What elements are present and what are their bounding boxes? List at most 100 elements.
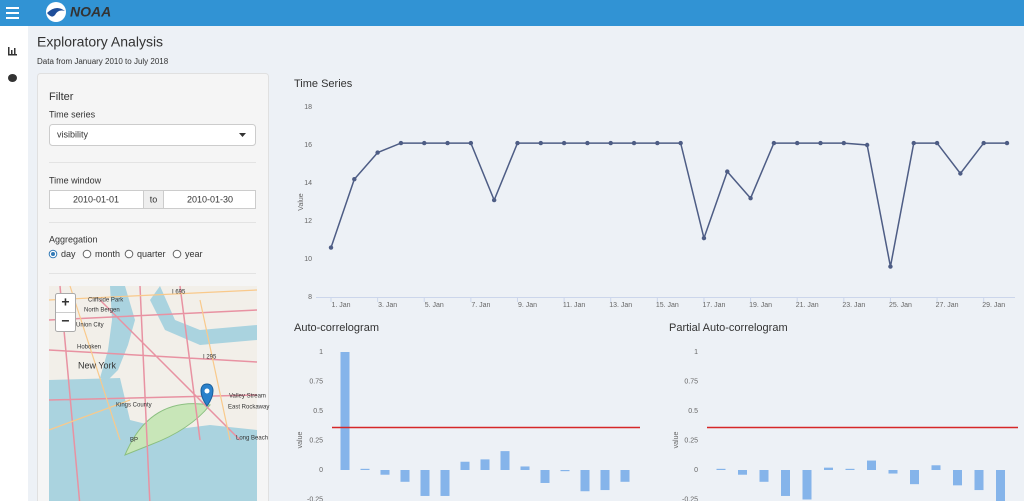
y-tick-label: 8 xyxy=(308,294,312,301)
point xyxy=(352,177,357,182)
y-tick-label: 0.25 xyxy=(309,437,323,444)
y-tick-label: -0.25 xyxy=(307,496,323,501)
bar xyxy=(759,470,769,482)
bar xyxy=(620,470,630,482)
bar xyxy=(340,352,350,470)
point xyxy=(981,140,986,146)
x-tick-label: 9. Jan xyxy=(518,302,537,309)
bar xyxy=(738,470,747,475)
y-tick-label: 1 xyxy=(694,349,698,356)
icon-part xyxy=(8,74,17,82)
radio-label: year xyxy=(185,249,203,259)
map-label: BP xyxy=(130,438,138,444)
bar xyxy=(845,468,855,470)
point xyxy=(911,140,916,146)
menu-line xyxy=(6,12,19,14)
radio-dot xyxy=(51,252,55,256)
date-end[interactable]: 2010-01-30 xyxy=(187,194,233,204)
bar xyxy=(540,470,550,483)
map-label: Long Beach xyxy=(236,436,268,442)
y-tick-label: 18 xyxy=(304,104,312,111)
map-label: Kings County xyxy=(116,403,152,409)
y-axis-label: Value xyxy=(298,193,305,210)
radio-circle xyxy=(82,249,92,259)
series-select[interactable]: visibility xyxy=(49,124,256,146)
map-river xyxy=(100,286,135,380)
point xyxy=(678,140,683,146)
logo-bird xyxy=(47,7,65,17)
point xyxy=(491,197,497,203)
y-tick-label: 0.5 xyxy=(313,408,323,415)
map-label: Hoboken xyxy=(77,345,101,351)
sidebar-brain-icon[interactable] xyxy=(8,74,17,82)
bar xyxy=(360,468,370,470)
zoom-out[interactable]: − xyxy=(61,313,69,329)
point xyxy=(888,264,893,269)
bar xyxy=(520,466,530,470)
zoom-in[interactable]: + xyxy=(61,294,69,310)
y-tick-label: 1 xyxy=(319,349,323,356)
date-start[interactable]: 2010-01-01 xyxy=(73,194,119,204)
sidebar xyxy=(0,26,28,501)
radio-label: day xyxy=(61,249,76,259)
radio-group: day month quarter year xyxy=(48,249,203,259)
point xyxy=(445,140,450,146)
point xyxy=(795,140,800,146)
bar xyxy=(600,470,610,491)
icon-part xyxy=(8,54,17,56)
radio-option[interactable]: month xyxy=(82,249,120,259)
map-park xyxy=(124,403,211,456)
bar xyxy=(500,451,510,470)
bar xyxy=(380,470,390,475)
point xyxy=(818,140,823,146)
chart-title: Partial Auto-correlogram xyxy=(669,322,788,334)
radio-label: quarter xyxy=(137,249,166,259)
y-tick-label: 0 xyxy=(319,467,323,474)
bar xyxy=(910,470,919,485)
map-label: North Bergen xyxy=(84,308,120,314)
y-tick-label: 0.75 xyxy=(309,378,323,385)
y-tick-label: 10 xyxy=(304,256,312,263)
select-caret xyxy=(239,133,246,137)
logo-text: NOAA xyxy=(70,4,111,20)
map-label: I 695 xyxy=(172,290,186,296)
bar xyxy=(802,470,812,500)
x-tick-label: 15. Jan xyxy=(656,302,679,309)
page-subtitle: Data from January 2010 to July 2018 xyxy=(37,57,169,66)
chart-title: Auto-correlogram xyxy=(294,322,379,334)
y-tick-label: 12 xyxy=(304,218,312,225)
menu-line xyxy=(6,7,19,9)
bar xyxy=(974,470,984,491)
field-label: Aggregation xyxy=(49,234,98,244)
point xyxy=(655,140,660,146)
y-tick-label: 16 xyxy=(304,142,312,149)
x-tick-label: 27. Jan xyxy=(936,302,959,309)
point xyxy=(934,140,940,146)
map-marker[interactable] xyxy=(200,383,214,407)
bar xyxy=(560,470,570,472)
point xyxy=(422,140,427,146)
point xyxy=(771,140,777,146)
y-tick-label: 0.5 xyxy=(688,408,698,415)
icon-part xyxy=(14,48,16,54)
bar xyxy=(580,470,590,492)
x-tick-label: 13. Jan xyxy=(609,302,632,309)
map-roads xyxy=(48,285,258,501)
point xyxy=(958,171,963,176)
radio-option[interactable]: day xyxy=(48,249,76,259)
menu-button[interactable] xyxy=(6,7,19,19)
bar xyxy=(931,465,941,470)
bar xyxy=(996,470,1005,501)
page-title: Exploratory Analysis xyxy=(37,34,163,50)
select-value: visibility xyxy=(57,129,89,139)
x-tick-label: 11. Jan xyxy=(563,302,586,309)
bar xyxy=(420,470,430,496)
bar xyxy=(781,470,790,496)
point xyxy=(748,196,753,201)
sidebar-chart-icon[interactable] xyxy=(8,47,17,56)
radio-option[interactable]: quarter xyxy=(124,249,166,259)
x-tick-label: 21. Jan xyxy=(796,302,819,309)
radio-option[interactable]: year xyxy=(172,249,203,259)
